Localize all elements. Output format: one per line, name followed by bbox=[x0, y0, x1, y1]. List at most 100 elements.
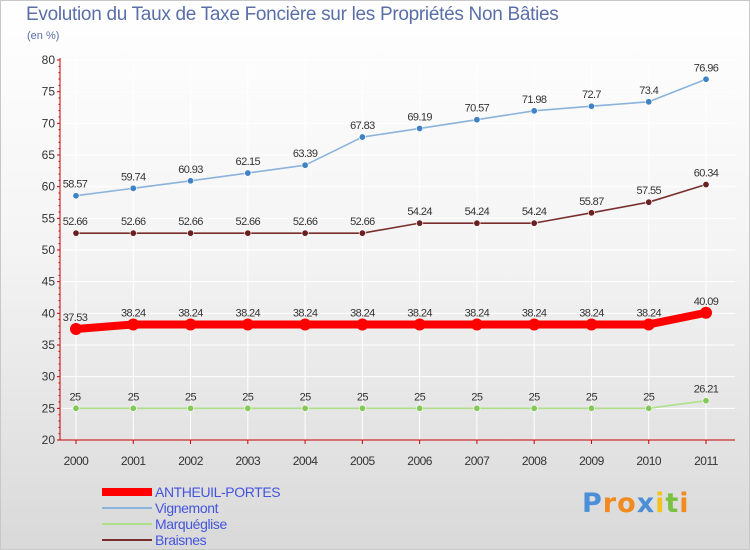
data-label-braisnes: 57.55 bbox=[636, 185, 661, 197]
y-tick-label: 75 bbox=[42, 85, 56, 99]
data-point-antheuil-portes bbox=[700, 306, 712, 319]
logo-letter: t bbox=[665, 488, 680, 519]
data-label-marqueglise: 25 bbox=[185, 391, 197, 403]
data-label-braisnes: 52.66 bbox=[63, 216, 88, 228]
data-point-vignemont bbox=[358, 133, 366, 141]
data-label-vignemont: 70.57 bbox=[465, 103, 490, 115]
data-point-vignemont bbox=[702, 75, 710, 83]
y-tick-label: 40 bbox=[42, 306, 56, 320]
data-point-vignemont bbox=[187, 177, 195, 185]
data-label-marqueglise: 25 bbox=[586, 391, 598, 403]
data-point-antheuil-portes bbox=[642, 318, 655, 331]
data-label-vignemont: 76.96 bbox=[694, 62, 719, 74]
data-label-antheuil-portes: 38.24 bbox=[579, 307, 604, 319]
data-label-braisnes: 52.66 bbox=[293, 216, 318, 228]
data-label-braisnes: 60.34 bbox=[694, 168, 719, 180]
data-label-vignemont: 58.57 bbox=[63, 179, 88, 191]
data-point-marqueglise bbox=[530, 404, 538, 412]
data-label-antheuil-portes: 40.09 bbox=[694, 296, 719, 308]
y-tick-label: 45 bbox=[42, 275, 56, 289]
data-point-braisnes bbox=[72, 229, 80, 237]
series-line-marqueglise bbox=[75, 399, 707, 410]
data-point-marqueglise bbox=[72, 404, 80, 412]
legend-label: Vignemont bbox=[155, 500, 219, 516]
data-label-antheuil-portes: 38.24 bbox=[350, 307, 375, 319]
data-point-marqueglise bbox=[301, 404, 309, 412]
data-label-marqueglise: 25 bbox=[357, 391, 369, 403]
legend-swatch bbox=[102, 507, 152, 509]
data-point-marqueglise bbox=[587, 404, 595, 412]
data-point-marqueglise bbox=[129, 404, 137, 412]
y-tick-label: 35 bbox=[42, 338, 56, 352]
data-point-marqueglise bbox=[645, 404, 653, 412]
data-label-vignemont: 63.39 bbox=[293, 148, 318, 160]
data-label-antheuil-portes: 38.24 bbox=[178, 307, 203, 319]
proxiti-logo: Proxiti bbox=[582, 488, 690, 519]
data-point-vignemont bbox=[416, 124, 424, 132]
data-point-antheuil-portes bbox=[184, 318, 197, 331]
data-point-marqueglise bbox=[244, 404, 252, 412]
data-point-braisnes bbox=[187, 229, 195, 237]
data-label-antheuil-portes: 38.24 bbox=[236, 307, 261, 319]
data-label-marqueglise: 25 bbox=[529, 391, 541, 403]
data-point-vignemont bbox=[645, 98, 653, 106]
data-label-vignemont: 69.19 bbox=[407, 111, 432, 123]
data-point-vignemont bbox=[301, 161, 309, 169]
data-point-antheuil-portes bbox=[528, 318, 541, 331]
x-tick-label: 2011 bbox=[694, 454, 719, 468]
data-label-marqueglise: 25 bbox=[242, 391, 254, 403]
data-label-marqueglise: 25 bbox=[643, 391, 655, 403]
data-point-braisnes bbox=[244, 229, 252, 237]
data-label-antheuil-portes: 38.24 bbox=[465, 307, 490, 319]
data-label-vignemont: 59.74 bbox=[121, 171, 146, 183]
data-label-marqueglise: 25 bbox=[471, 391, 483, 403]
x-tick-label: 2004 bbox=[293, 454, 319, 468]
series-line-antheuil-portes bbox=[72, 308, 710, 333]
x-tick-label: 2005 bbox=[350, 454, 376, 468]
data-point-braisnes bbox=[645, 198, 653, 206]
y-tick-label: 25 bbox=[42, 401, 56, 415]
data-label-braisnes: 52.66 bbox=[350, 216, 375, 228]
data-point-braisnes bbox=[702, 181, 710, 189]
logo-letter: o bbox=[617, 488, 637, 519]
x-tick-label: 2008 bbox=[522, 454, 548, 468]
y-tick-label: 55 bbox=[42, 211, 56, 225]
data-point-braisnes bbox=[473, 219, 481, 227]
data-label-braisnes: 55.87 bbox=[579, 196, 604, 208]
data-point-antheuil-portes bbox=[70, 322, 82, 335]
data-point-vignemont bbox=[72, 192, 80, 200]
legend-label: Marquéglise bbox=[155, 516, 227, 532]
series-line-braisnes bbox=[75, 183, 707, 234]
data-point-marqueglise bbox=[358, 404, 366, 412]
data-label-marqueglise: 25 bbox=[414, 391, 426, 403]
data-point-vignemont bbox=[244, 169, 252, 177]
data-point-marqueglise bbox=[473, 404, 481, 412]
data-label-antheuil-portes: 38.24 bbox=[293, 307, 318, 319]
legend-item-vignemont: Vignemont bbox=[102, 500, 342, 516]
data-point-braisnes bbox=[358, 229, 366, 237]
data-point-marqueglise bbox=[702, 397, 710, 405]
data-point-braisnes bbox=[587, 209, 595, 217]
logo-letter: P bbox=[582, 488, 603, 519]
data-point-antheuil-portes bbox=[299, 318, 312, 331]
x-tick-label: 2003 bbox=[235, 454, 261, 468]
x-tick-label: 2007 bbox=[465, 454, 491, 468]
y-tick-label: 80 bbox=[42, 53, 56, 67]
data-label-vignemont: 73.4 bbox=[639, 85, 658, 97]
y-tick-label: 60 bbox=[42, 180, 56, 194]
legend-swatch bbox=[102, 539, 152, 541]
data-label-braisnes: 52.66 bbox=[236, 216, 261, 228]
x-tick-label: 2010 bbox=[636, 454, 662, 468]
data-label-braisnes: 54.24 bbox=[465, 206, 490, 218]
data-label-braisnes: 54.24 bbox=[522, 206, 547, 218]
x-tick-label: 2009 bbox=[579, 454, 605, 468]
logo-letter: i bbox=[655, 488, 666, 519]
data-point-antheuil-portes bbox=[356, 318, 369, 331]
data-label-braisnes: 54.24 bbox=[407, 206, 432, 218]
chart-title: Evolution du Taux de Taxe Foncière sur l… bbox=[26, 4, 559, 25]
data-label-marqueglise: 25 bbox=[300, 391, 312, 403]
data-point-antheuil-portes bbox=[470, 318, 483, 331]
data-point-marqueglise bbox=[187, 404, 195, 412]
legend-label: ANTHEUIL-PORTES bbox=[155, 484, 281, 500]
legend-item-marqueglise: Marquéglise bbox=[102, 516, 342, 532]
